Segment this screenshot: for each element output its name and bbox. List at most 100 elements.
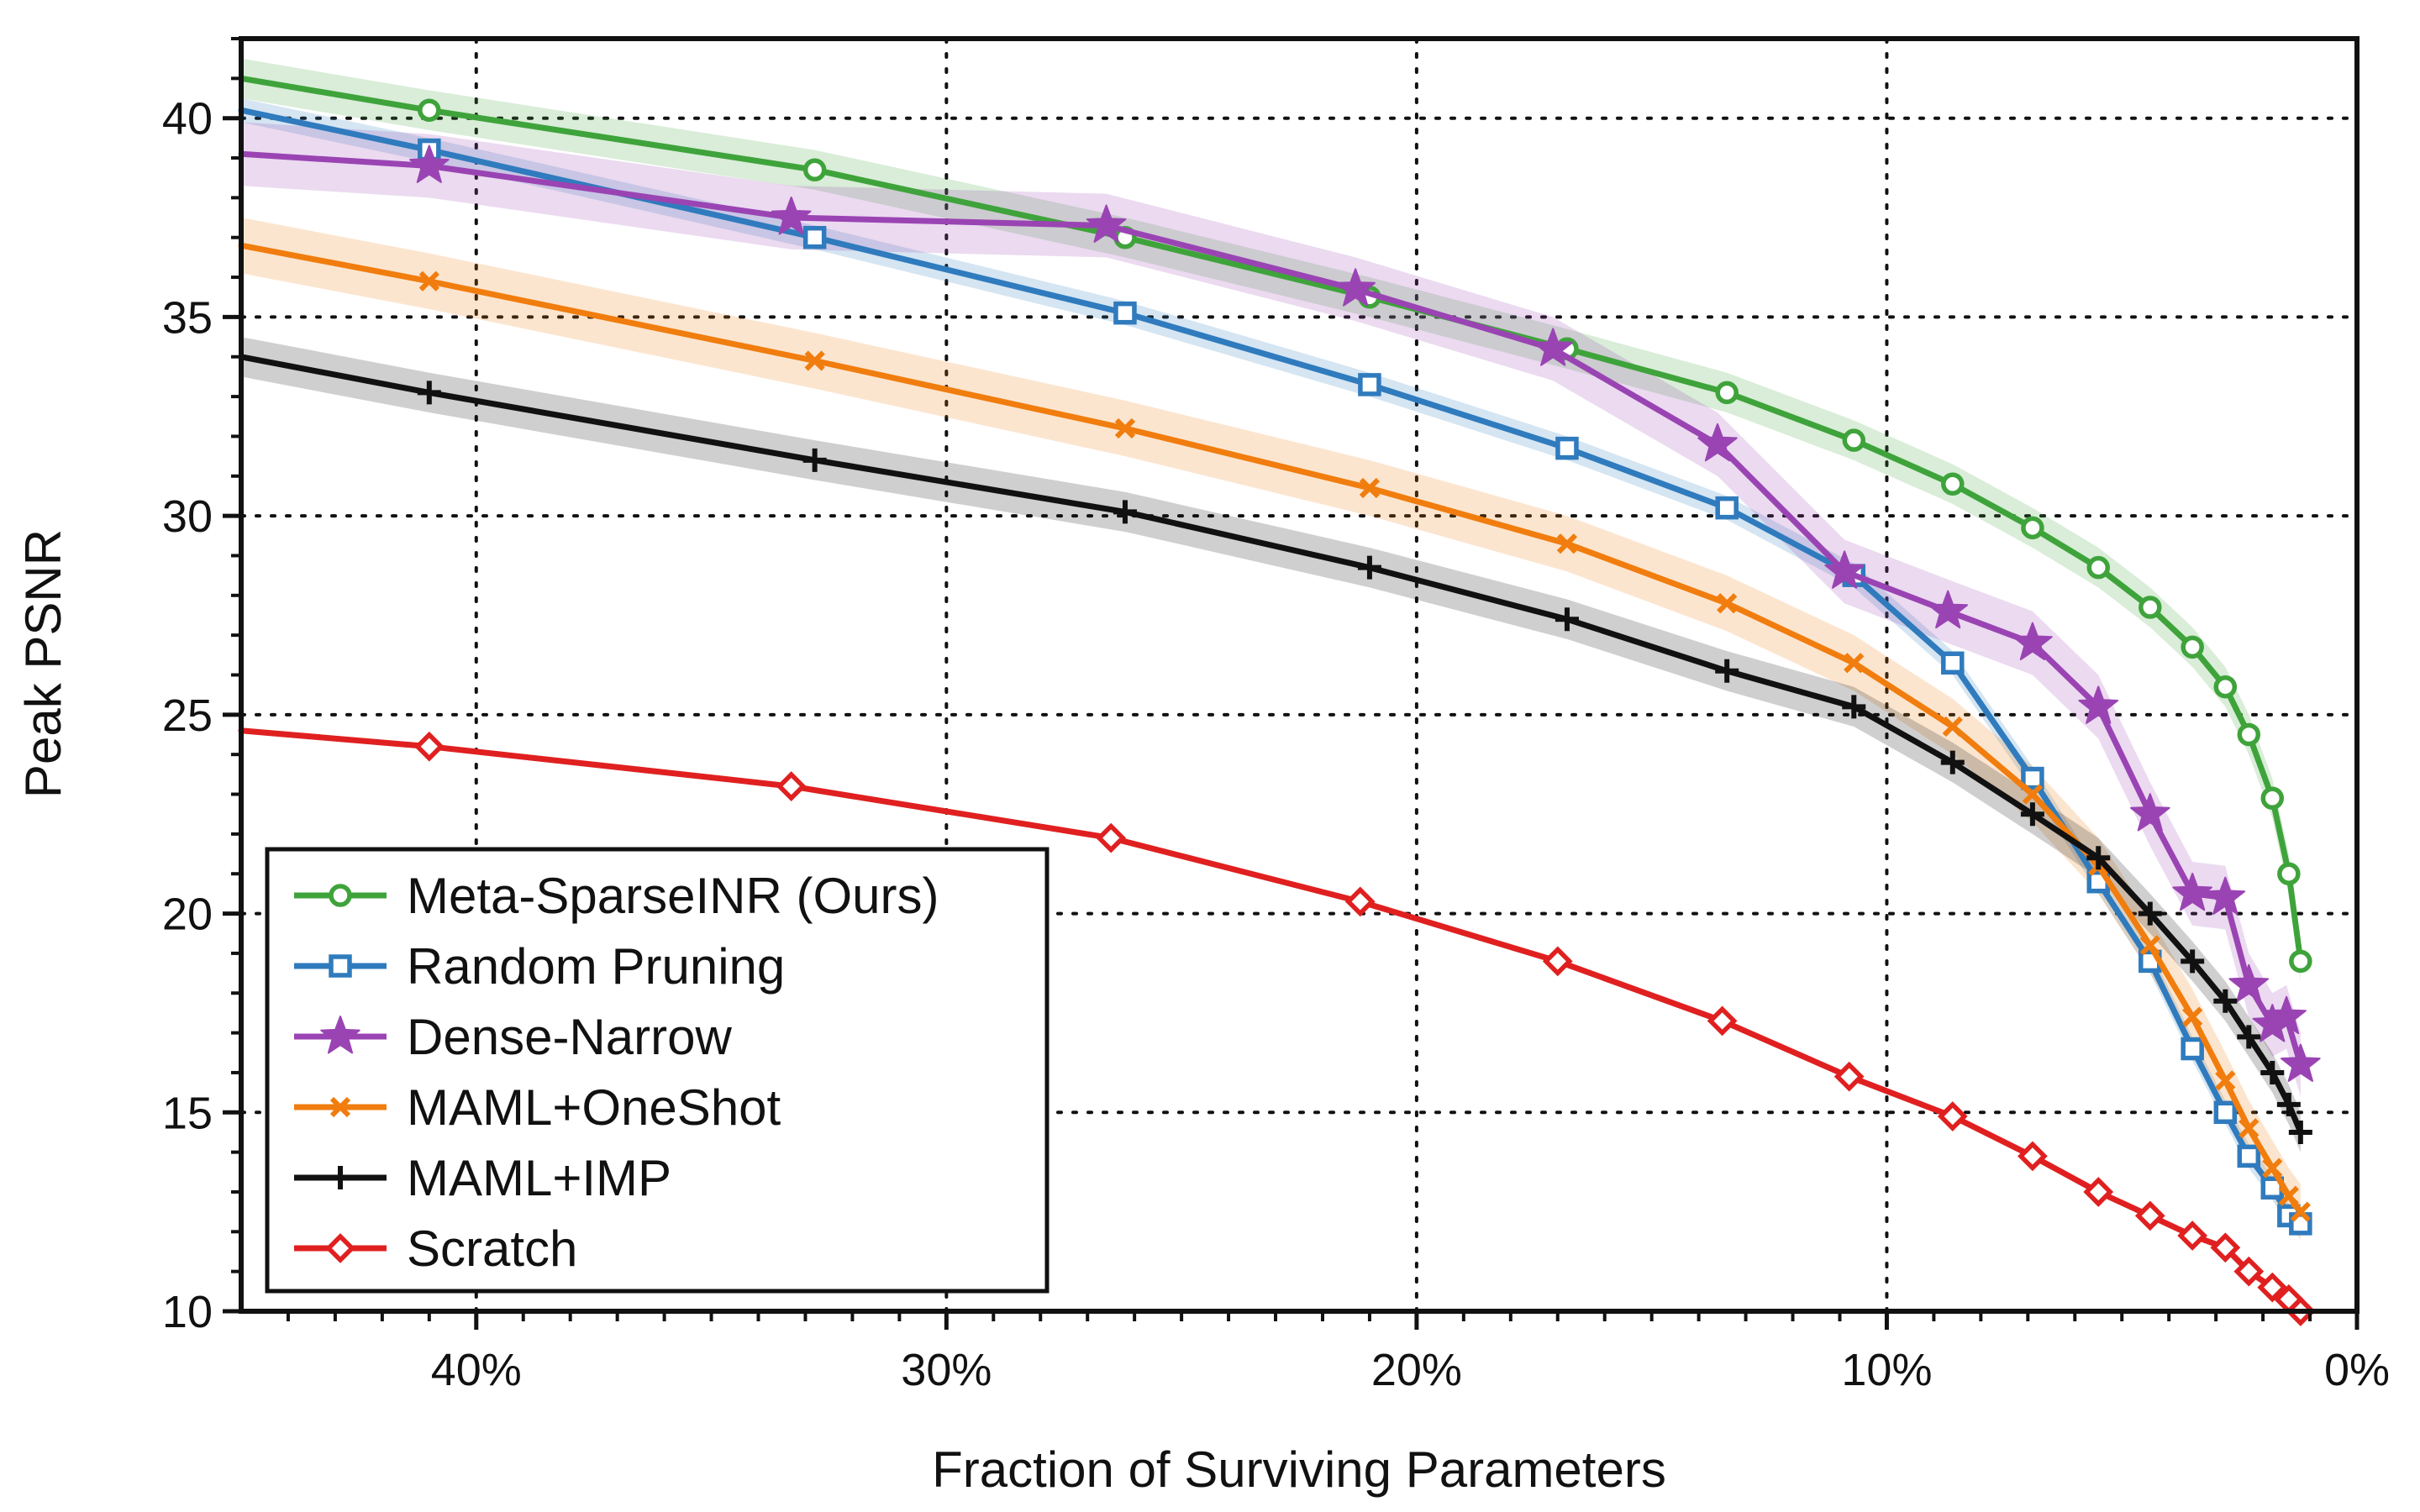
series-maml-imp bbox=[238, 354, 2312, 1144]
data-point bbox=[418, 98, 441, 122]
data-point bbox=[2181, 949, 2205, 974]
data-point bbox=[1842, 428, 1866, 452]
y-axis-title: Peak PSNR bbox=[15, 529, 71, 798]
data-point bbox=[1833, 1061, 1865, 1092]
data-point bbox=[329, 1166, 352, 1189]
data-point bbox=[1715, 381, 1739, 405]
x-tick-label: 30% bbox=[901, 1345, 992, 1395]
data-point bbox=[1715, 659, 1739, 683]
data-point bbox=[802, 158, 827, 181]
y-tick-label: 35 bbox=[162, 292, 213, 343]
series-maml-oneshot bbox=[238, 242, 2311, 1222]
legend: Meta-SparseINR (Ours) Random Pruning Dense… bbox=[265, 847, 1050, 1294]
data-point bbox=[2281, 1043, 2321, 1082]
series-dense-narrow bbox=[238, 144, 2321, 1082]
data-point bbox=[1113, 500, 1137, 524]
data-point bbox=[1096, 822, 1127, 853]
data-point bbox=[2276, 1092, 2301, 1116]
data-point bbox=[2257, 1272, 2288, 1303]
data-point bbox=[1555, 607, 1579, 632]
data-point bbox=[2266, 995, 2307, 1035]
data-point bbox=[1086, 204, 1127, 243]
data-point bbox=[804, 350, 825, 371]
data-point bbox=[771, 197, 812, 235]
data-point bbox=[1697, 423, 1738, 462]
legend-item: MAML+OneShot bbox=[294, 1079, 781, 1136]
y-tick-label: 20 bbox=[162, 890, 213, 940]
data-point bbox=[1715, 496, 1739, 520]
data-point bbox=[2213, 989, 2238, 1013]
data-point bbox=[2210, 1232, 2241, 1263]
data-point bbox=[2022, 784, 2044, 805]
data-point bbox=[2278, 1185, 2299, 1206]
data-point bbox=[2177, 1221, 2208, 1251]
y-tick-label: 30 bbox=[162, 491, 213, 542]
legend-item: MAML+IMP bbox=[294, 1150, 671, 1206]
data-point bbox=[2237, 1025, 2261, 1049]
data-point bbox=[325, 1233, 355, 1263]
data-point bbox=[329, 954, 352, 978]
y-tick-label: 15 bbox=[162, 1088, 213, 1138]
legend-item: Dense-Narrow bbox=[294, 1009, 732, 1065]
data-point bbox=[329, 884, 352, 907]
data-point bbox=[1344, 886, 1376, 917]
axis-layer: 40% 30% 20% 10% 0% 10 15 20 25 30 35 40 bbox=[162, 36, 2390, 1395]
legend-box bbox=[265, 847, 1050, 1294]
data-point bbox=[1842, 695, 1866, 719]
legend-label: MAML+IMP bbox=[407, 1150, 671, 1206]
data-point bbox=[2182, 1006, 2203, 1027]
data-point bbox=[2021, 516, 2044, 540]
y-tick-label: 25 bbox=[162, 690, 213, 741]
data-point bbox=[2260, 1060, 2285, 1084]
legend-label: Random Pruning bbox=[407, 938, 785, 995]
data-point bbox=[2086, 846, 2111, 870]
data-point bbox=[2138, 901, 2162, 926]
confidence-band bbox=[241, 337, 2301, 1152]
x-tick-label: 40% bbox=[431, 1345, 522, 1395]
data-point bbox=[2020, 802, 2044, 827]
data-point bbox=[2237, 722, 2261, 747]
x-tick-label: 0% bbox=[2324, 1345, 2390, 1395]
y-tick-label: 40 bbox=[162, 94, 213, 144]
x-axis-title: Fraction of Surviving Parameters bbox=[932, 1441, 1666, 1498]
data-point bbox=[776, 771, 807, 801]
legend-item: Scratch bbox=[294, 1221, 577, 1277]
data-point bbox=[2018, 1141, 2048, 1172]
data-point bbox=[1335, 268, 1376, 307]
data-point bbox=[2086, 555, 2110, 580]
data-point bbox=[1359, 477, 1381, 499]
data-point bbox=[1940, 750, 1965, 774]
data-point bbox=[802, 448, 827, 472]
data-point bbox=[1533, 328, 1573, 366]
legend-label: Meta-SparseINR (Ours) bbox=[407, 868, 939, 924]
data-point bbox=[2021, 766, 2044, 790]
data-point bbox=[1556, 533, 1578, 554]
data-point bbox=[1555, 436, 1579, 460]
data-point bbox=[2181, 1037, 2204, 1061]
x-tick-label: 10% bbox=[1841, 1345, 1932, 1395]
series-line bbox=[238, 354, 2304, 1136]
data-point bbox=[1824, 550, 1865, 589]
data-point bbox=[1942, 716, 1963, 738]
data-point bbox=[1113, 301, 1137, 325]
data-point bbox=[1941, 472, 1965, 496]
series-random-pruning bbox=[238, 107, 2312, 1236]
data-point bbox=[2277, 862, 2301, 885]
legend-label: MAML+OneShot bbox=[407, 1079, 781, 1136]
data-point bbox=[2238, 1118, 2260, 1139]
data-point bbox=[2078, 685, 2119, 724]
legend-item: Random Pruning bbox=[294, 938, 785, 995]
legend-label: Dense-Narrow bbox=[407, 1009, 732, 1065]
data-point bbox=[418, 270, 439, 291]
data-point bbox=[2139, 596, 2162, 619]
series-scratch bbox=[238, 727, 2316, 1326]
data-point bbox=[2139, 935, 2160, 956]
data-point bbox=[320, 1016, 360, 1054]
data-point bbox=[1928, 590, 1968, 629]
data-point bbox=[2181, 635, 2204, 659]
data-point bbox=[329, 1096, 351, 1118]
data-point bbox=[2228, 963, 2270, 1003]
data-point bbox=[2172, 872, 2212, 911]
data-point bbox=[1114, 417, 1136, 439]
